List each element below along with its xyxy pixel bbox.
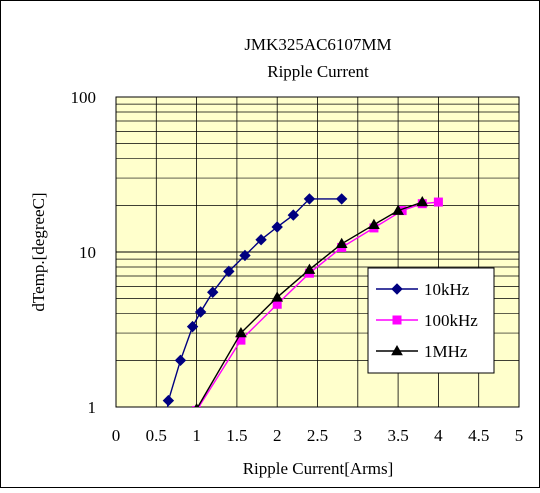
x-tick-labels: 0 0.5 1 1.5 2 2.5 3 3.5 4 4.5 5 [112, 426, 524, 445]
diamond-marker [162, 394, 175, 407]
plot-border [115, 96, 520, 408]
triangle-marker [368, 218, 380, 229]
x-tick-label: 5 [515, 426, 524, 445]
diamond-marker [174, 354, 187, 367]
x-tick-label: 4.5 [468, 426, 489, 445]
legend-label: 1MHz [424, 342, 468, 361]
y-tick-label: 1 [88, 398, 97, 417]
legend: 10kHz 100kHz 1MHz [367, 267, 495, 374]
triangle-marker [335, 237, 348, 249]
x-axis-label: Ripple Current[Arms] [243, 459, 394, 478]
diamond-marker [391, 283, 403, 295]
triangle-marker [235, 327, 247, 338]
triangle-marker [391, 344, 403, 356]
triangle-marker [416, 196, 429, 207]
diamond-marker [223, 265, 235, 278]
x-tick-label: 1.5 [226, 426, 247, 445]
y-tick-label: 10 [79, 243, 96, 262]
x-tick-label: 3 [354, 426, 363, 445]
triangle-marker [194, 403, 199, 407]
chart-title: JMK325AC6107MM [244, 35, 391, 54]
diamond-marker [255, 234, 267, 246]
diamond-marker [303, 193, 316, 205]
triangle-marker [303, 263, 316, 274]
legend-label: 100kHz [424, 311, 478, 330]
diamond-marker [194, 306, 207, 318]
x-tick-label: 2.5 [307, 426, 328, 445]
diamond-marker [271, 221, 283, 233]
square-marker [392, 315, 402, 325]
chart-subtitle: Ripple Current [267, 62, 369, 81]
x-tick-label: 2 [273, 426, 282, 445]
y-tick-labels: 1 10 100 [71, 88, 97, 417]
x-tick-label: 0 [112, 426, 121, 445]
diamond-marker [239, 249, 251, 262]
series-group [162, 193, 443, 407]
triangle-marker [271, 291, 284, 302]
legend-label: 10kHz [424, 280, 470, 299]
y-axis-label: dTemp.[degreeC] [29, 192, 48, 311]
diamond-marker [186, 320, 199, 333]
diamond-marker [335, 193, 348, 205]
x-tick-label: 1 [192, 426, 201, 445]
triangle-marker [392, 204, 404, 215]
diamond-marker [207, 286, 219, 298]
y-tick-label: 100 [71, 88, 97, 107]
x-tick-label: 4 [434, 426, 443, 445]
diamond-marker [287, 209, 300, 221]
x-tick-label: 0.5 [146, 426, 167, 445]
x-tick-label: 3.5 [387, 426, 408, 445]
square-marker [433, 197, 443, 207]
